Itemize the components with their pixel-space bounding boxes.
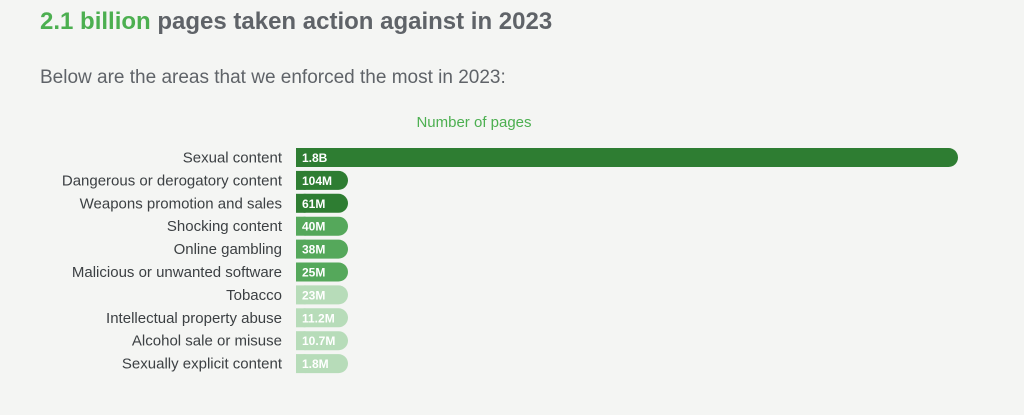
- category-label: Malicious or unwanted software: [72, 264, 282, 281]
- value-label: 40M: [302, 220, 325, 234]
- category-label: Intellectual property abuse: [106, 310, 282, 327]
- value-label: 104M: [302, 174, 332, 188]
- bar-left-edge: [296, 216, 306, 236]
- bar-left-edge: [296, 148, 306, 167]
- bar-left-edge: [296, 170, 306, 190]
- bar-left-edge: [296, 354, 306, 374]
- category-label: Shocking content: [167, 218, 283, 235]
- bar: [296, 170, 348, 190]
- category-label: Dangerous or derogatory content: [62, 172, 283, 189]
- bar: [296, 285, 348, 305]
- category-label: Weapons promotion and sales: [80, 195, 282, 212]
- bar-left-edge: [296, 285, 306, 305]
- bar: [296, 331, 348, 351]
- category-label: Alcohol sale or misuse: [132, 333, 282, 350]
- category-label: Tobacco: [226, 287, 282, 304]
- x-axis-label: Number of pages: [416, 114, 532, 131]
- value-label: 23M: [302, 288, 325, 302]
- value-label: 11.2M: [302, 311, 335, 325]
- bar: [296, 193, 348, 213]
- value-label: 1.8M: [302, 357, 329, 371]
- bar: [296, 148, 958, 167]
- bar: [296, 262, 348, 282]
- category-label: Online gambling: [174, 241, 282, 258]
- value-label: 10.7M: [302, 334, 335, 348]
- bar: [296, 354, 348, 374]
- value-label: 1.8B: [302, 151, 328, 165]
- category-label: Sexually explicit content: [122, 356, 283, 373]
- value-label: 25M: [302, 266, 325, 280]
- bar-left-edge: [296, 262, 306, 282]
- page-subtitle: Below are the areas that we enforced the…: [40, 67, 506, 88]
- value-label: 38M: [302, 243, 325, 257]
- bar: [296, 239, 348, 259]
- bar-left-edge: [296, 193, 306, 213]
- title-highlight: 2.1 billion: [40, 8, 151, 35]
- page-title: 2.1 billion pages taken action against i…: [40, 8, 552, 36]
- value-label: 61M: [302, 197, 325, 211]
- bar-left-edge: [296, 239, 306, 259]
- bar-left-edge: [296, 331, 306, 351]
- bar: [296, 308, 348, 328]
- bar: [296, 216, 348, 236]
- title-rest: pages taken action against in 2023: [150, 8, 553, 35]
- bar-left-edge: [296, 308, 306, 328]
- category-label: Sexual content: [183, 150, 283, 167]
